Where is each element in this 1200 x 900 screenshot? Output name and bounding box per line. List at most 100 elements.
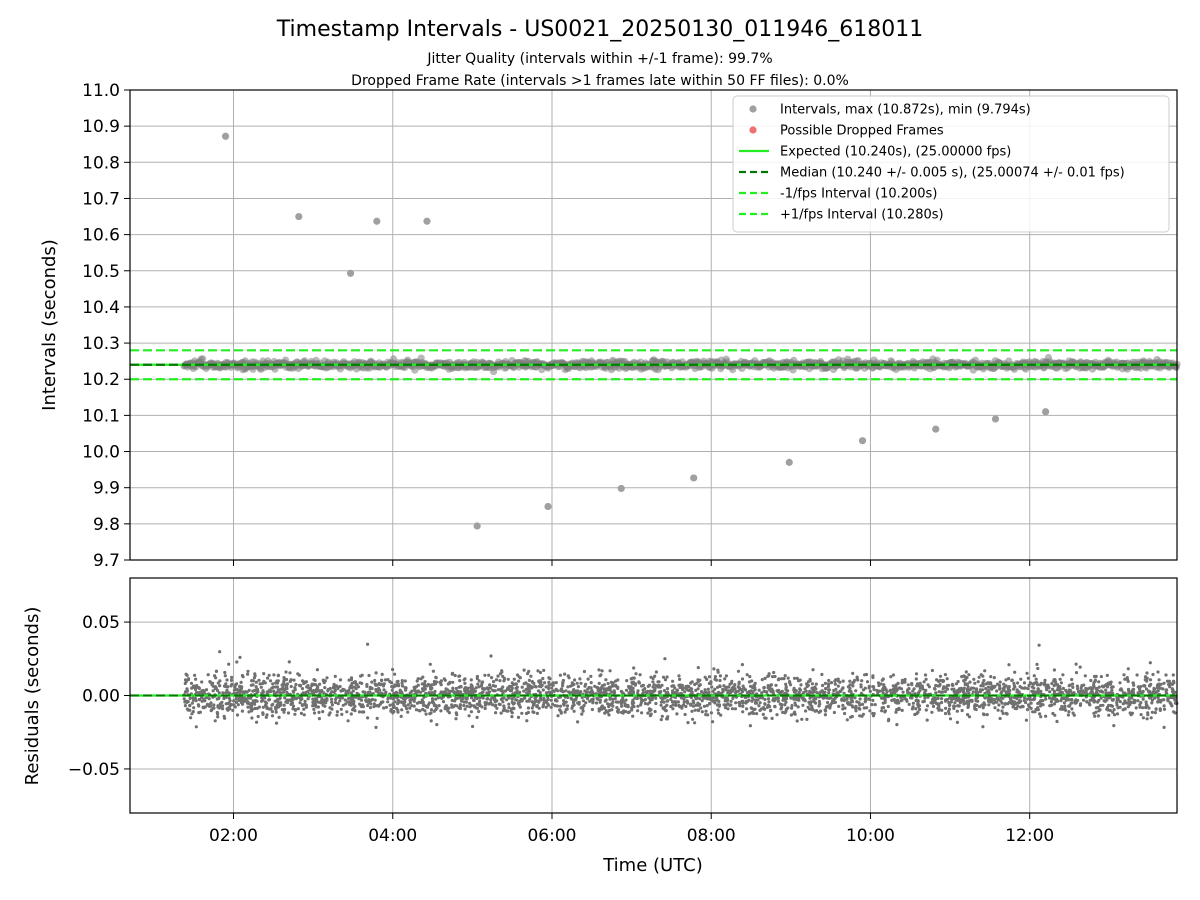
residual-point xyxy=(189,716,193,720)
residual-point xyxy=(792,676,797,680)
residual-point xyxy=(776,696,780,700)
residual-point xyxy=(285,682,290,686)
residual-point xyxy=(502,679,506,683)
residual-point xyxy=(784,686,788,690)
residual-point xyxy=(426,703,430,707)
residual-point xyxy=(1052,668,1056,672)
residual-point xyxy=(683,712,687,717)
residual-point xyxy=(435,706,439,710)
residual-point xyxy=(277,715,281,720)
residual-point xyxy=(963,682,968,686)
residual-point xyxy=(810,682,815,686)
residual-point xyxy=(1062,707,1066,711)
residual-point xyxy=(315,668,319,672)
residual-point xyxy=(834,687,838,691)
residual-point xyxy=(900,681,904,685)
residual-point xyxy=(693,708,697,712)
residual-point xyxy=(257,678,261,682)
residual-point xyxy=(923,673,928,677)
residual-point xyxy=(889,675,893,679)
residual-point xyxy=(457,674,461,678)
top-y-tick-label: 9.8 xyxy=(93,515,120,535)
residual-point xyxy=(366,642,370,646)
residual-point xyxy=(920,684,924,688)
residual-point xyxy=(813,709,817,713)
residual-point xyxy=(817,710,821,715)
residual-point xyxy=(203,699,207,703)
residual-point xyxy=(1055,719,1059,724)
residual-point xyxy=(438,680,442,684)
residual-point xyxy=(1029,681,1033,685)
residual-point xyxy=(194,690,199,695)
residual-point xyxy=(986,699,991,703)
residual-point xyxy=(217,691,221,695)
residual-point xyxy=(340,712,344,717)
residual-point xyxy=(1037,643,1041,647)
residual-point xyxy=(408,698,412,703)
residual-point xyxy=(1044,686,1048,690)
residual-point xyxy=(995,700,999,704)
residual-point xyxy=(352,707,356,711)
residual-point xyxy=(321,678,325,682)
residual-point xyxy=(575,681,579,685)
residual-point xyxy=(1162,681,1166,685)
residual-point xyxy=(218,684,222,688)
residual-point xyxy=(185,689,189,693)
residual-point xyxy=(706,691,710,695)
residual-point xyxy=(497,702,501,706)
residual-point xyxy=(582,703,586,708)
residual-point xyxy=(829,681,834,685)
residual-point xyxy=(654,696,658,700)
residual-point xyxy=(1123,700,1127,704)
residual-point xyxy=(691,699,695,703)
residual-point xyxy=(1092,681,1096,685)
residual-point xyxy=(772,670,776,675)
residual-point xyxy=(697,684,701,688)
residual-point xyxy=(827,691,831,695)
residual-point xyxy=(868,697,872,702)
residual-point xyxy=(1003,702,1007,706)
residual-point xyxy=(238,655,242,660)
residual-point xyxy=(750,699,754,703)
residual-point xyxy=(547,676,551,680)
residual-point xyxy=(234,700,238,705)
residual-point xyxy=(758,696,762,700)
residual-point xyxy=(914,699,918,703)
residual-point xyxy=(211,689,215,693)
residual-point xyxy=(339,707,343,711)
residual-point xyxy=(531,710,535,714)
residual-point xyxy=(235,660,239,664)
residual-point xyxy=(400,681,404,685)
residual-point xyxy=(1016,704,1020,708)
residual-point xyxy=(881,687,885,691)
residual-point xyxy=(590,698,594,702)
residual-point xyxy=(1159,682,1163,686)
residual-point xyxy=(952,706,956,711)
residual-point xyxy=(237,698,241,703)
residual-point xyxy=(403,686,408,690)
residual-point xyxy=(849,689,853,694)
legend-entry-label: +1/fps Interval (10.280s) xyxy=(780,208,944,223)
residual-point xyxy=(312,711,317,715)
residual-point xyxy=(696,708,701,713)
residual-point xyxy=(392,704,396,709)
residual-point xyxy=(1116,697,1120,701)
residual-point xyxy=(616,710,620,714)
residual-point xyxy=(862,706,866,710)
residual-point xyxy=(734,689,739,694)
residual-point xyxy=(598,700,602,704)
residual-point xyxy=(454,704,459,708)
residual-point xyxy=(1162,704,1166,708)
residual-point xyxy=(1066,713,1070,717)
residual-point xyxy=(579,690,583,694)
residual-point xyxy=(590,707,595,712)
residual-point xyxy=(711,720,715,724)
residual-point xyxy=(197,704,201,708)
residual-point xyxy=(992,676,996,680)
residual-point xyxy=(741,704,745,709)
residual-point xyxy=(706,687,710,691)
residual-point xyxy=(736,669,741,673)
residual-point xyxy=(614,700,619,704)
residual-point xyxy=(858,714,862,718)
residual-point xyxy=(343,698,347,702)
